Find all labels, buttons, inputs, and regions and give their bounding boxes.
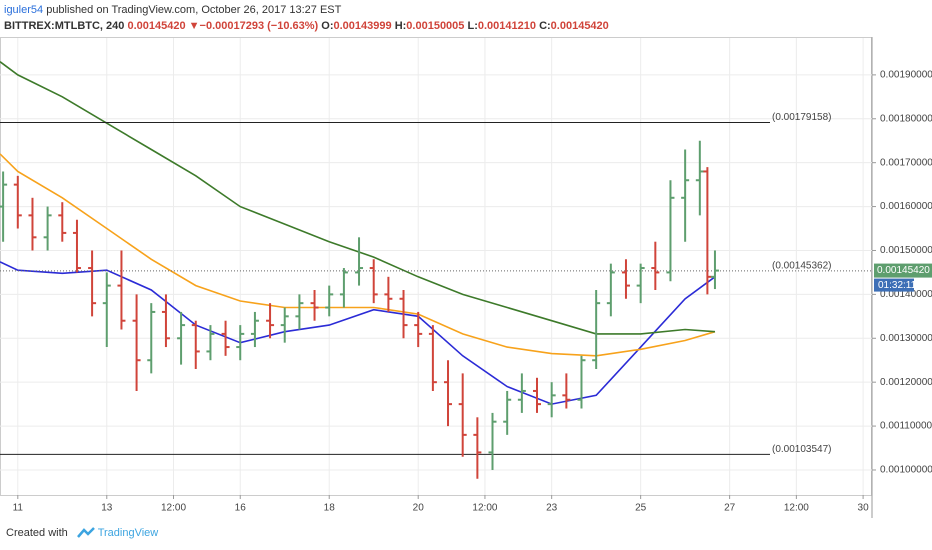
last-price-label: 0.00145420: [877, 265, 930, 276]
x-tick-label: 12:00: [472, 503, 497, 514]
level-label: (0.00145362): [772, 260, 832, 271]
arrow: ▼: [188, 20, 200, 32]
plot-frame: [0, 37, 872, 496]
created-with: Created with: [6, 527, 68, 539]
grid: [0, 38, 872, 495]
x-tick-label: 25: [635, 503, 647, 514]
y-tick-label: 0.00180000: [880, 113, 932, 124]
moving-average: [0, 61, 716, 335]
x-tick-label: 11: [13, 503, 24, 514]
l-key: L:: [467, 20, 478, 32]
x-tick-label: 23: [546, 503, 558, 514]
y-tick-label: 0.00170000: [880, 157, 932, 168]
brand[interactable]: TradingView: [97, 527, 159, 539]
x-tick-label: 13: [101, 503, 113, 514]
y-tick-label: 0.00150000: [880, 245, 932, 256]
symbol: BITTREX:MTLBTC, 240: [4, 20, 125, 32]
x-tick-label: 12:00: [784, 503, 809, 514]
y-tick-label: 0.00160000: [880, 201, 932, 212]
o: 0.00143999: [333, 20, 392, 32]
x-tick-label: 16: [235, 503, 247, 514]
footer: Created with TradingView: [6, 527, 158, 539]
last: 0.00145420: [127, 20, 186, 32]
countdown-box: [874, 278, 914, 292]
x-tick-label: 30: [858, 503, 870, 514]
y-tick-label: 0.00190000: [880, 70, 932, 81]
y-tick-label: 0.00120000: [880, 377, 932, 388]
countdown: 01:32:11: [878, 280, 917, 291]
y-tick-label: 0.00130000: [880, 333, 932, 344]
last-price-box: [874, 263, 932, 278]
y-tick-label: 0.00140000: [880, 289, 932, 300]
publish-line: iguler54 published on TradingView.com, O…: [4, 4, 341, 16]
y-tick-label: 0.00110000: [880, 421, 932, 432]
level-label: (0.00179158): [772, 112, 832, 123]
c: 0.00145420: [550, 20, 609, 32]
level-label: (0.00103547): [772, 444, 832, 455]
x-tick-label: 27: [724, 503, 736, 514]
l: 0.00141210: [477, 20, 536, 32]
chart: 11 13 12:00 16 18 20 12:00 23 25 27 12:00 30 0.00100…: [0, 37, 932, 518]
h-key: H:: [394, 20, 407, 32]
x-tick-label: 12:00: [161, 503, 186, 514]
o-key: O:: [321, 20, 334, 32]
moving-average: [0, 153, 716, 357]
h: 0.00150005: [406, 20, 465, 32]
logo: [76, 527, 95, 538]
author[interactable]: iguler54: [4, 4, 44, 16]
c-key: C:: [539, 20, 551, 32]
change: −0.00017293 (−10.63%): [199, 20, 319, 32]
x-tick-label: 20: [413, 503, 425, 514]
y-tick-label: 0.00100000: [880, 465, 932, 476]
x-tick-label: 18: [324, 503, 336, 514]
symbol-line: BITTREX:MTLBTC, 240 0.00145420 ▼−0.00017…: [4, 20, 609, 32]
publish-info: published on TradingView.com, October 26…: [43, 4, 342, 16]
